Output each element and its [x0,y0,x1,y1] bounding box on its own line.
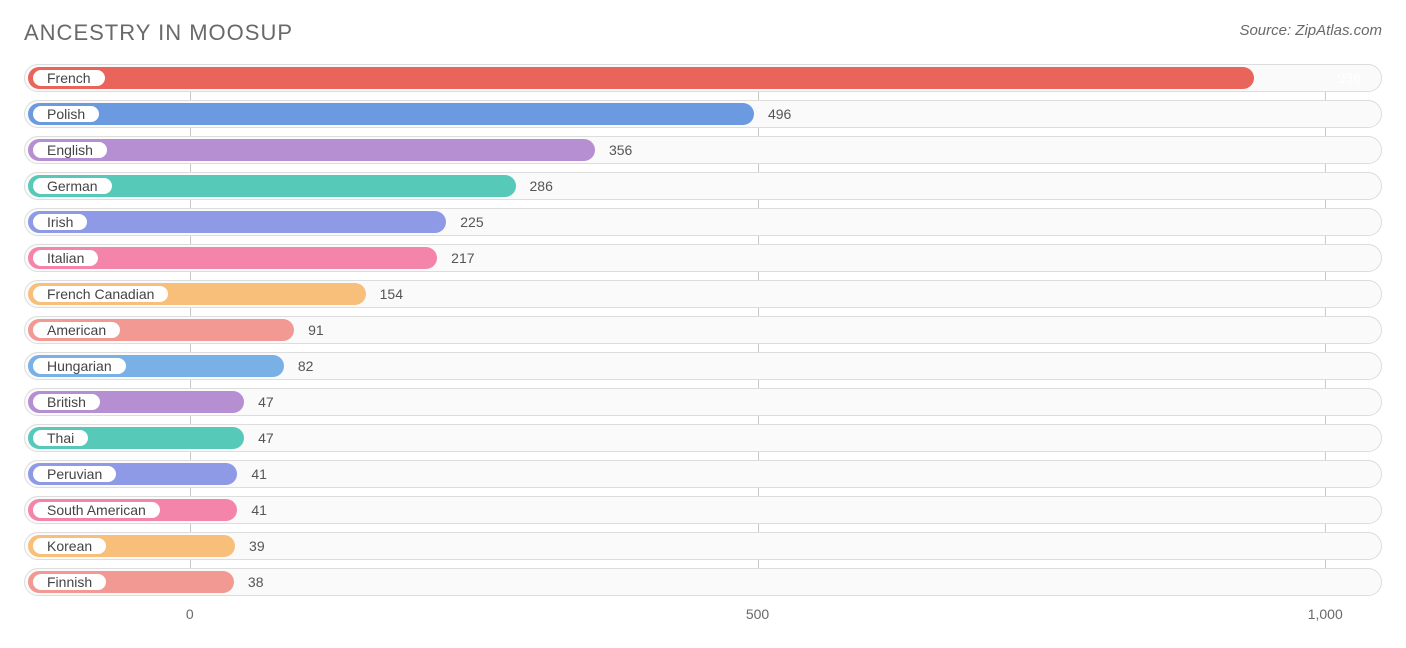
bar-label: Korean [31,536,108,556]
bar-fill [28,67,1254,89]
x-tick: 0 [186,606,194,622]
bar-row: German 286 [24,172,1382,200]
bar-fill [28,211,446,233]
bar-fill [28,139,595,161]
bar-row: Italian 217 [24,244,1382,272]
bar-label: South American [31,500,162,520]
bar-row: South American 41 [24,496,1382,524]
chart-header: ANCESTRY IN MOOSUP Source: ZipAtlas.com [24,20,1382,46]
bar-value: 91 [294,317,338,343]
chart-source: Source: ZipAtlas.com [1239,22,1382,39]
bar-value: 47 [244,389,288,415]
bar-value: 936 [1324,65,1375,91]
bar-label: Peruvian [31,464,118,484]
bar-label: French Canadian [31,284,170,304]
bar-value: 356 [595,137,646,163]
bar-row: Irish 225 [24,208,1382,236]
bar-value: 496 [754,101,805,127]
bar-row: Hungarian 82 [24,352,1382,380]
bar-value: 225 [446,209,497,235]
bar-row: French Canadian 154 [24,280,1382,308]
bar-value: 41 [237,461,281,487]
bar-row: Korean 39 [24,532,1382,560]
bar-row: Finnish 38 [24,568,1382,596]
bar-value: 82 [284,353,328,379]
bar-row: British 47 [24,388,1382,416]
bar-label: Finnish [31,572,108,592]
bar-row: Polish 496 [24,100,1382,128]
bar-label: French [31,68,107,88]
bar-chart: French 936 Polish 496 English 356 German 286 Iri… [24,64,1382,628]
x-axis: 0 500 1,000 [24,604,1382,628]
bar-value: 39 [235,533,279,559]
bar-label: Irish [31,212,89,232]
bar-row: English 356 [24,136,1382,164]
bar-value: 47 [244,425,288,451]
bar-value: 286 [516,173,567,199]
bar-label: Italian [31,248,100,268]
bar-label: German [31,176,114,196]
bar-value: 41 [237,497,281,523]
bar-label: Hungarian [31,356,128,376]
bar-label: Thai [31,428,90,448]
bar-value: 38 [234,569,278,595]
bar-row: Thai 47 [24,424,1382,452]
bar-row: Peruvian 41 [24,460,1382,488]
x-tick: 1,000 [1308,606,1343,622]
bar-label: Polish [31,104,101,124]
bar-label: British [31,392,102,412]
chart-title: ANCESTRY IN MOOSUP [24,20,293,46]
bar-value: 154 [366,281,417,307]
bar-value: 217 [437,245,488,271]
x-tick: 500 [746,606,769,622]
bar-row: American 91 [24,316,1382,344]
bar-label: English [31,140,109,160]
bar-row: French 936 [24,64,1382,92]
bar-label: American [31,320,122,340]
bars: French 936 Polish 496 English 356 German 286 Iri… [24,64,1382,596]
bar-fill [28,103,754,125]
